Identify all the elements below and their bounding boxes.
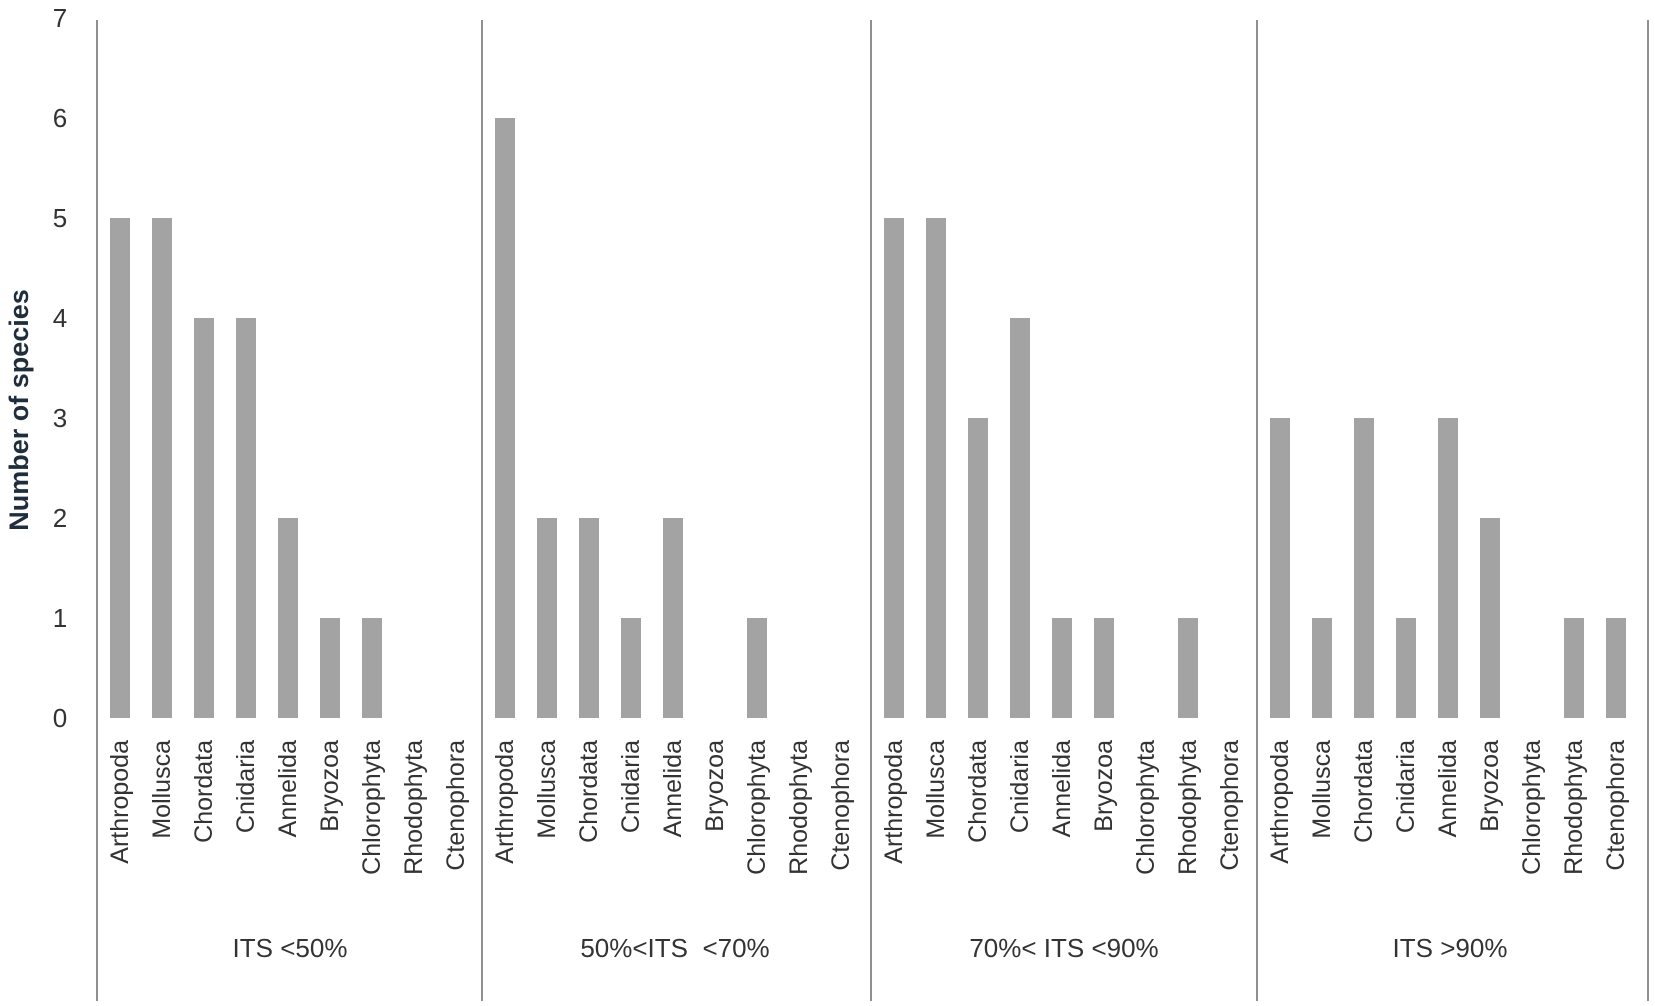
bar-0-0 <box>110 218 130 718</box>
category-label: Chordata <box>1350 740 1378 843</box>
category-label: Ctenophora <box>442 740 470 871</box>
bar-0-5 <box>320 618 340 718</box>
bar-3-8 <box>1606 618 1626 718</box>
category-label: Annelida <box>1048 740 1076 837</box>
category-label: Arthropoda <box>106 740 134 864</box>
bar-1-6 <box>747 618 767 718</box>
y-tick-label: 3 <box>53 403 67 433</box>
category-label: Mollusca <box>1308 740 1336 839</box>
bar-1-3 <box>621 618 641 718</box>
y-tick-label: 2 <box>53 503 67 533</box>
category-label: Chlorophyta <box>358 740 386 875</box>
category-label: Chordata <box>575 740 603 843</box>
bar-3-3 <box>1396 618 1416 718</box>
group-label: ITS >90% <box>1393 933 1508 963</box>
category-label: Cnidaria <box>617 740 645 833</box>
bar-1-2 <box>579 518 599 718</box>
category-label: Chordata <box>190 740 218 843</box>
category-label: Arthropoda <box>1266 740 1294 864</box>
category-label: Rhodophyta <box>1174 740 1202 875</box>
bar-3-2 <box>1354 418 1374 718</box>
category-label: Rhodophyta <box>400 740 428 875</box>
category-label: Annelida <box>274 740 302 837</box>
category-label: Chlorophyta <box>1518 740 1546 875</box>
y-tick-label: 6 <box>53 103 67 133</box>
bar-2-0 <box>884 218 904 718</box>
category-label: Ctenophora <box>1216 740 1244 871</box>
bar-3-5 <box>1480 518 1500 718</box>
y-tick-label: 0 <box>53 703 67 733</box>
category-label: Ctenophora <box>1602 740 1630 871</box>
bar-2-5 <box>1094 618 1114 718</box>
y-tick-label: 1 <box>53 603 67 633</box>
y-tick-label: 5 <box>53 203 67 233</box>
bar-2-3 <box>1010 318 1030 718</box>
category-label: Cnidaria <box>232 740 260 833</box>
bar-0-1 <box>152 218 172 718</box>
category-label: Bryozoa <box>1476 740 1504 832</box>
y-axis-title: Number of species <box>4 289 34 531</box>
group-label: 50%<ITS <70% <box>580 933 769 963</box>
bar-0-6 <box>362 618 382 718</box>
category-label: Bryozoa <box>1090 740 1118 832</box>
y-tick-label: 7 <box>53 3 67 33</box>
bar-2-2 <box>968 418 988 718</box>
bar-3-7 <box>1564 618 1584 718</box>
category-label: Rhodophyta <box>1560 740 1588 875</box>
category-label: Bryozoa <box>701 740 729 832</box>
bar-2-1 <box>926 218 946 718</box>
category-label: Mollusca <box>148 740 176 839</box>
category-label: Bryozoa <box>316 740 344 832</box>
category-label: Arthropoda <box>880 740 908 864</box>
bar-2-7 <box>1178 618 1198 718</box>
bar-0-3 <box>236 318 256 718</box>
category-label: Ctenophora <box>827 740 855 871</box>
category-label: Cnidaria <box>1006 740 1034 833</box>
category-label: Chlorophyta <box>743 740 771 875</box>
bar-3-4 <box>1438 418 1458 718</box>
bar-2-4 <box>1052 618 1072 718</box>
y-tick-label: 4 <box>53 303 67 333</box>
bar-1-1 <box>537 518 557 718</box>
bar-1-4 <box>663 518 683 718</box>
category-label: Chlorophyta <box>1132 740 1160 875</box>
bar-0-4 <box>278 518 298 718</box>
category-label: Mollusca <box>533 740 561 839</box>
category-label: Arthropoda <box>491 740 519 864</box>
group-label: 70%< ITS <90% <box>969 933 1158 963</box>
category-label: Annelida <box>659 740 687 837</box>
bar-3-1 <box>1312 618 1332 718</box>
bar-1-0 <box>495 118 515 718</box>
category-label: Annelida <box>1434 740 1462 837</box>
category-label: Chordata <box>964 740 992 843</box>
category-label: Mollusca <box>922 740 950 839</box>
category-label: Rhodophyta <box>785 740 813 875</box>
bar-0-2 <box>194 318 214 718</box>
bar-3-0 <box>1270 418 1290 718</box>
category-label: Cnidaria <box>1392 740 1420 833</box>
group-label: ITS <50% <box>233 933 348 963</box>
